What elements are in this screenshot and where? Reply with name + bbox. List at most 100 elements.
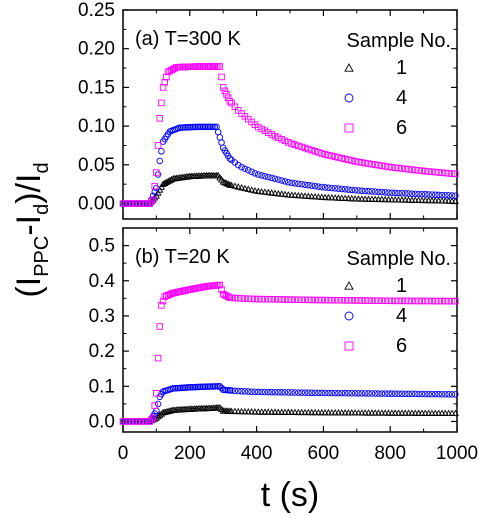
- data-point-sample-4: [298, 180, 305, 188]
- data-point-sample-1: [258, 187, 266, 195]
- data-point-sample-6: [368, 297, 376, 304]
- data-point-sample-4: [381, 189, 389, 196]
- data-point-sample-6: [281, 137, 289, 145]
- data-point-sample-1: [425, 409, 433, 416]
- data-point-sample-1: [328, 408, 336, 416]
- data-point-sample-1: [435, 197, 443, 204]
- data-point-sample-1: [445, 409, 453, 417]
- data-point-sample-4: [305, 389, 312, 396]
- data-point-sample-1: [441, 197, 449, 204]
- data-point-sample-4: [209, 123, 217, 131]
- data-point-sample-6: [391, 164, 399, 171]
- data-point-sample-1: [314, 193, 322, 200]
- data-point-sample-1: [288, 191, 296, 198]
- data-point-sample-6: [361, 159, 369, 167]
- data-point-sample-4: [244, 166, 252, 174]
- data-point-sample-1: [344, 194, 353, 202]
- legend-title: Sample No.: [347, 248, 452, 270]
- data-point-sample-6: [228, 99, 235, 107]
- data-point-sample-4: [311, 182, 319, 190]
- data-point-sample-4: [194, 123, 202, 131]
- data-point-sample-1: [381, 409, 389, 416]
- data-point-sample-4: [203, 123, 210, 131]
- data-point-sample-6: [338, 154, 346, 162]
- data-point-sample-6: [368, 160, 376, 168]
- data-point-sample-6: [335, 297, 342, 304]
- data-point-sample-4: [335, 185, 342, 192]
- data-point-sample-6: [251, 121, 259, 128]
- data-point-sample-4: [265, 388, 272, 396]
- data-point-sample-6: [291, 141, 299, 149]
- data-point-sample-1: [318, 193, 326, 200]
- data-point-sample-6: [385, 297, 392, 305]
- data-point-sample-1: [331, 194, 339, 201]
- data-point-sample-4: [196, 123, 204, 131]
- y-tick-label: 0.15: [78, 77, 115, 98]
- data-point-sample-4: [348, 186, 356, 194]
- data-point-sample-4: [425, 191, 432, 198]
- data-point-sample-6: [154, 354, 162, 362]
- data-point-sample-6: [305, 145, 312, 153]
- data-point-sample-6: [415, 167, 422, 174]
- data-point-sample-4: [415, 390, 422, 398]
- data-point-sample-1: [122, 417, 130, 425]
- data-point-sample-1: [428, 196, 436, 204]
- data-point-sample-1: [244, 408, 252, 415]
- data-point-sample-6: [119, 418, 127, 425]
- data-point-sample-1: [451, 197, 459, 204]
- data-point-sample-6: [415, 297, 422, 305]
- data-point-sample-6: [408, 297, 416, 305]
- data-point-sample-6: [335, 154, 342, 161]
- y-tick-label: 0.00: [78, 194, 115, 215]
- data-point-sample-4: [321, 184, 329, 191]
- data-point-sample-4: [295, 180, 302, 188]
- data-point-sample-4: [255, 171, 262, 178]
- data-point-sample-4: [422, 191, 429, 198]
- data-point-sample-4: [258, 388, 265, 396]
- data-point-sample-1: [264, 408, 272, 415]
- y-tick-label: 0.5: [89, 236, 115, 257]
- data-point-sample-1: [238, 183, 246, 191]
- data-point-sample-4: [248, 168, 255, 176]
- data-point-sample-4: [358, 187, 366, 194]
- data-point-sample-6: [345, 156, 352, 164]
- data-point-sample-4: [432, 390, 439, 398]
- data-point-sample-4: [271, 388, 279, 396]
- data-point-sample-1: [129, 199, 137, 207]
- data-point-sample-6: [255, 295, 262, 303]
- data-point-sample-1: [354, 409, 363, 416]
- data-point-sample-6: [308, 146, 315, 154]
- data-point-sample-4: [216, 383, 224, 390]
- data-point-sample-1: [415, 409, 423, 416]
- data-point-sample-4: [285, 389, 292, 396]
- data-point-sample-1: [388, 195, 396, 203]
- legend-label: 1: [396, 275, 407, 297]
- data-point-sample-6: [228, 294, 235, 302]
- data-point-sample-1: [224, 180, 232, 187]
- data-point-sample-6: [338, 297, 346, 304]
- data-point-sample-4: [452, 192, 459, 199]
- data-point-sample-1: [435, 409, 443, 416]
- data-point-sample-1: [221, 178, 229, 186]
- data-point-sample-6: [224, 293, 232, 301]
- data-point-sample-4: [338, 185, 346, 193]
- data-point-sample-6: [325, 296, 332, 304]
- data-point-sample-1: [381, 195, 389, 203]
- data-point-sample-6: [428, 297, 436, 305]
- data-point-sample-4: [288, 389, 295, 396]
- data-point-sample-4: [438, 191, 446, 199]
- data-point-sample-4: [365, 187, 372, 195]
- data-point-sample-6: [148, 416, 155, 423]
- data-point-sample-6: [348, 157, 356, 164]
- data-point-sample-1: [328, 193, 336, 201]
- data-point-sample-6: [268, 296, 275, 303]
- data-point-sample-4: [238, 388, 245, 395]
- data-point-sample-1: [338, 409, 346, 416]
- data-point-sample-6: [223, 292, 230, 300]
- data-point-sample-1: [139, 199, 147, 207]
- data-point-sample-6: [281, 296, 289, 303]
- data-point-sample-6: [345, 297, 352, 304]
- data-point-sample-1: [238, 407, 246, 415]
- data-point-sample-1: [451, 409, 459, 417]
